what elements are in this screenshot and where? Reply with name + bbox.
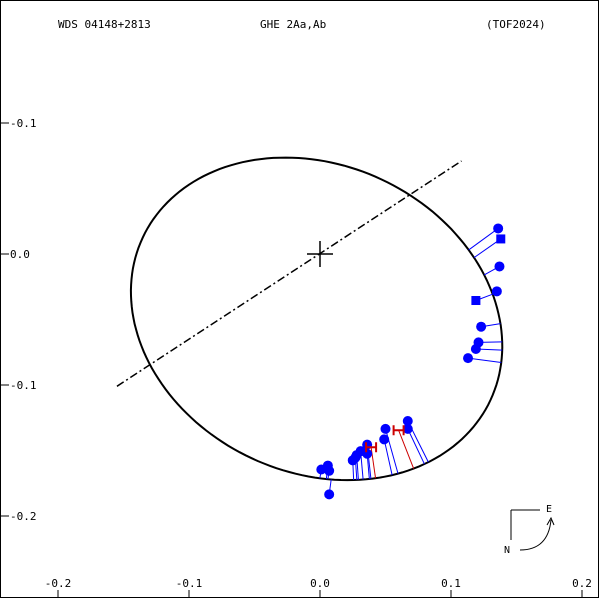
residual-line	[407, 428, 425, 465]
x-tick-label: 0.1	[441, 577, 461, 590]
header-orbit-ref: (TOF2024)	[486, 18, 546, 31]
compass-east-label: E	[546, 504, 552, 515]
observation-point	[470, 343, 481, 354]
observation-point	[494, 261, 505, 272]
x-tick-label: -0.2	[45, 577, 72, 590]
y-tick-label: -0.2	[10, 510, 37, 523]
observation-point	[402, 423, 413, 434]
line-of-nodes	[116, 160, 462, 387]
x-tick-label: 0.2	[572, 577, 592, 590]
compass-arrow	[519, 516, 555, 551]
observation-point	[324, 489, 335, 500]
y-tick-label: -0.1	[10, 117, 37, 130]
compass: E N	[504, 504, 555, 556]
primary-star-marker	[307, 241, 333, 267]
residual-line	[398, 430, 415, 469]
observation-point	[402, 416, 413, 427]
orbit-ellipse	[129, 156, 504, 482]
observation-point	[493, 223, 504, 234]
y-tick-label: -0.1	[10, 379, 37, 392]
observation-point	[380, 423, 391, 434]
axis-tick-labels: -0.2 -0.1 0.0 0.1 0.2 -0.1 0.0 -0.1 -0.2	[10, 117, 592, 590]
header-discoverer: GHE 2Aa,Ab	[260, 18, 326, 31]
residual-line	[383, 439, 393, 476]
observation-square	[471, 296, 481, 306]
observation-square	[496, 234, 506, 244]
interferometric-point	[392, 425, 405, 436]
observation-point	[324, 465, 335, 476]
observation-point	[350, 452, 361, 463]
observation-points	[316, 223, 506, 500]
observation-point	[491, 286, 502, 297]
interferometric-point	[365, 442, 378, 453]
observation-point	[316, 464, 327, 475]
observation-point	[476, 321, 487, 332]
compass-axes	[510, 509, 540, 540]
residual-line	[467, 357, 502, 363]
x-tick-label: 0.0	[310, 577, 330, 590]
x-tick-label: -0.1	[176, 577, 203, 590]
y-tick-label: 0.0	[10, 248, 30, 261]
axis-ticks	[1, 122, 583, 598]
compass-north-label: N	[504, 545, 510, 556]
observation-point	[463, 353, 474, 364]
residual-line	[468, 228, 499, 251]
header-wds-id: WDS 04148+2813	[58, 18, 151, 31]
observation-point	[379, 434, 390, 445]
